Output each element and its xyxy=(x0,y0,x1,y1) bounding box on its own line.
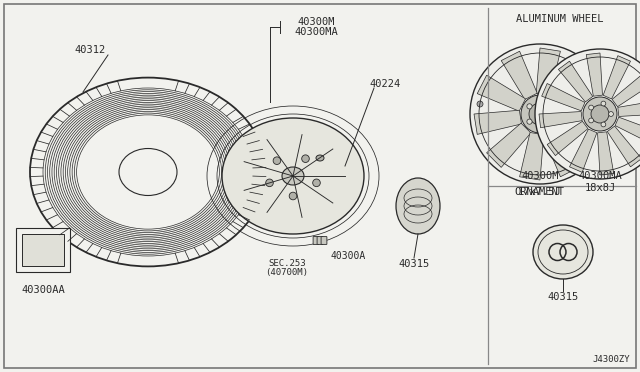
Text: 40300MA: 40300MA xyxy=(578,171,622,181)
Text: 40300M: 40300M xyxy=(521,171,559,181)
Text: 40300MA: 40300MA xyxy=(294,27,338,37)
FancyBboxPatch shape xyxy=(317,237,323,244)
Polygon shape xyxy=(612,73,640,107)
Ellipse shape xyxy=(282,167,304,185)
FancyBboxPatch shape xyxy=(321,237,327,244)
Circle shape xyxy=(541,99,547,104)
Polygon shape xyxy=(554,117,603,153)
Text: 40315: 40315 xyxy=(547,292,579,302)
Circle shape xyxy=(591,105,609,123)
Text: 40300AA: 40300AA xyxy=(21,285,65,295)
Polygon shape xyxy=(549,61,593,105)
Polygon shape xyxy=(559,94,606,118)
Ellipse shape xyxy=(396,178,440,234)
Circle shape xyxy=(289,192,297,200)
Polygon shape xyxy=(586,53,602,96)
Text: J4300ZY: J4300ZY xyxy=(593,355,630,363)
Polygon shape xyxy=(603,56,630,99)
Text: 40224: 40224 xyxy=(369,79,401,89)
Polygon shape xyxy=(558,61,593,102)
Text: SEC.253: SEC.253 xyxy=(268,260,306,269)
Polygon shape xyxy=(541,83,585,111)
Ellipse shape xyxy=(535,49,640,179)
Ellipse shape xyxy=(533,225,593,279)
Polygon shape xyxy=(618,100,640,116)
FancyBboxPatch shape xyxy=(4,4,636,368)
Circle shape xyxy=(529,103,551,125)
Circle shape xyxy=(541,124,547,129)
Text: 40300M: 40300M xyxy=(297,17,335,27)
Circle shape xyxy=(301,155,309,163)
Circle shape xyxy=(477,101,483,107)
Text: (40700M): (40700M) xyxy=(266,269,308,278)
Text: ALUMINUM WHEEL: ALUMINUM WHEEL xyxy=(516,14,604,24)
Circle shape xyxy=(601,122,606,127)
Circle shape xyxy=(527,104,532,109)
Polygon shape xyxy=(615,117,640,144)
Ellipse shape xyxy=(470,44,610,184)
Polygon shape xyxy=(607,126,640,167)
Polygon shape xyxy=(570,129,597,172)
Polygon shape xyxy=(474,110,522,134)
Polygon shape xyxy=(543,128,579,177)
Polygon shape xyxy=(539,112,582,128)
Circle shape xyxy=(527,119,532,124)
FancyBboxPatch shape xyxy=(313,237,319,244)
Ellipse shape xyxy=(119,148,177,196)
Polygon shape xyxy=(501,51,537,99)
Circle shape xyxy=(273,157,281,164)
Circle shape xyxy=(589,118,593,123)
FancyBboxPatch shape xyxy=(22,234,64,266)
Text: 40315: 40315 xyxy=(398,259,429,269)
Polygon shape xyxy=(520,132,544,180)
Text: 18x8J: 18x8J xyxy=(584,183,616,193)
Circle shape xyxy=(313,179,320,187)
Circle shape xyxy=(609,112,613,116)
Text: 17x7.5J: 17x7.5J xyxy=(518,187,562,197)
Text: 40312: 40312 xyxy=(74,45,106,55)
Polygon shape xyxy=(477,75,525,111)
Ellipse shape xyxy=(316,155,324,161)
Circle shape xyxy=(589,105,593,110)
Ellipse shape xyxy=(245,135,361,229)
Polygon shape xyxy=(536,48,561,96)
Circle shape xyxy=(583,97,617,131)
Circle shape xyxy=(550,111,556,116)
FancyBboxPatch shape xyxy=(16,228,70,272)
Polygon shape xyxy=(486,123,531,167)
Circle shape xyxy=(266,179,273,187)
Ellipse shape xyxy=(222,118,364,234)
Text: ORNAMENT: ORNAMENT xyxy=(514,187,564,197)
Polygon shape xyxy=(598,132,614,175)
Circle shape xyxy=(601,101,606,106)
Circle shape xyxy=(521,95,559,133)
Text: 40300A: 40300A xyxy=(330,251,365,261)
Polygon shape xyxy=(547,121,588,155)
